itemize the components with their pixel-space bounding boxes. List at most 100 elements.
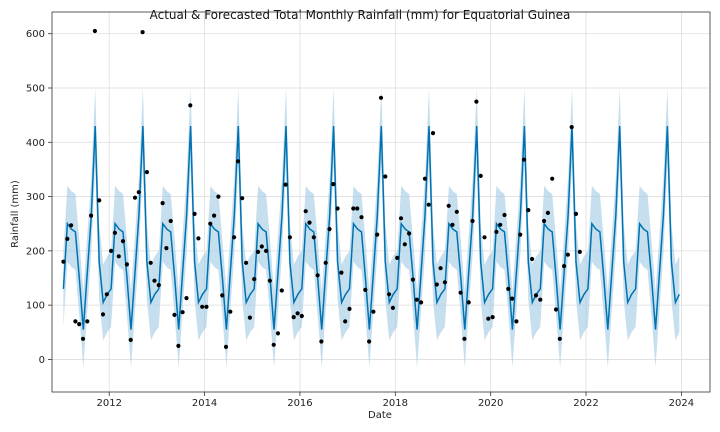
actual-point [295, 311, 300, 316]
y-tick-label: 300 [26, 192, 45, 203]
actual-point [387, 292, 392, 297]
actual-point [343, 319, 348, 324]
actual-point [339, 270, 344, 275]
actual-point [458, 290, 463, 295]
actual-point [351, 206, 356, 211]
actual-point [542, 218, 547, 224]
actual-point [92, 28, 97, 34]
actual-point [240, 196, 245, 201]
actual-point [228, 309, 233, 314]
actual-point [557, 336, 562, 341]
actual-point [144, 170, 149, 175]
actual-point [565, 252, 571, 257]
actual-point [414, 297, 419, 302]
actual-point [180, 310, 185, 315]
actual-point [410, 277, 415, 282]
actual-point [367, 339, 372, 344]
actual-point [208, 221, 213, 226]
actual-point [407, 231, 412, 236]
actual-point [562, 264, 567, 269]
actual-point [355, 206, 360, 211]
y-tick-label: 500 [26, 84, 45, 95]
x-tick-label: 2012 [96, 398, 121, 409]
actual-point [235, 159, 241, 164]
actual-point [478, 173, 483, 178]
actual-point [323, 260, 328, 265]
actual-point [275, 331, 281, 336]
actual-point [335, 206, 340, 211]
actual-point [395, 255, 400, 260]
actual-point [573, 211, 579, 216]
actual-point [466, 300, 471, 305]
actual-point [359, 215, 364, 220]
y-tick-label: 200 [26, 246, 45, 257]
chart-title: Actual & Forecasted Total Monthly Rainfa… [150, 8, 571, 22]
actual-point [104, 292, 109, 297]
actual-point [434, 282, 439, 287]
actual-point [538, 297, 543, 302]
actual-point [132, 195, 138, 200]
x-tick-label: 2024 [669, 398, 694, 409]
actual-point [204, 304, 209, 309]
actual-point [85, 319, 90, 324]
actual-point [216, 194, 221, 199]
actual-point [244, 260, 249, 265]
actual-point [220, 293, 225, 298]
x-axis-ticks: 2012 2014 2016 2018 2020 2022 2024 [96, 392, 694, 409]
actual-point [264, 248, 269, 253]
actual-point [569, 125, 574, 130]
plot-frame [51, 11, 711, 393]
actual-point [252, 277, 257, 282]
actual-point [426, 202, 431, 207]
actual-point [80, 336, 86, 341]
x-tick-label: 2016 [287, 398, 312, 409]
actual-point [172, 312, 177, 317]
x-tick-label: 2018 [383, 398, 408, 409]
actual-point [514, 319, 519, 324]
actual-point [192, 211, 197, 216]
actual-point [347, 306, 352, 311]
actual-point [398, 216, 404, 221]
actual-point [545, 210, 551, 215]
actual-point [550, 176, 555, 181]
actual-point [474, 99, 479, 104]
actual-point [124, 262, 129, 267]
actual-point [247, 315, 252, 320]
actual-point [383, 174, 388, 179]
actual-point [136, 190, 141, 195]
actual-point [212, 213, 217, 218]
actual-point [77, 322, 82, 327]
actual-point [419, 300, 424, 305]
actual-point [200, 304, 205, 309]
actual-point [223, 344, 229, 349]
actual-point [446, 203, 451, 208]
x-tick-label: 2014 [192, 398, 217, 409]
x-tick-label: 2020 [478, 398, 503, 409]
actual-point [89, 213, 94, 218]
actual-point [140, 29, 145, 35]
actual-point [506, 286, 511, 291]
y-tick-label: 0 [39, 355, 45, 366]
actual-point [148, 260, 153, 265]
actual-point [160, 201, 165, 206]
actual-point [371, 309, 376, 314]
actual-point [307, 220, 312, 225]
actual-point [303, 209, 308, 214]
actual-point [279, 288, 284, 293]
actual-point [375, 232, 380, 237]
actual-point [430, 131, 436, 136]
actual-point [315, 273, 320, 278]
actual-point [120, 239, 126, 244]
y-tick-label: 100 [26, 301, 45, 312]
actual-point [502, 212, 507, 218]
actual-point [196, 236, 201, 241]
actual-point [450, 222, 455, 227]
actual-point [494, 229, 499, 234]
x-tick-label: 2022 [573, 398, 598, 409]
actual-point [454, 209, 459, 214]
actual-point [232, 235, 237, 240]
actual-point [61, 259, 66, 264]
actual-point [152, 278, 157, 283]
actual-point [164, 246, 169, 251]
actual-point [291, 315, 296, 320]
